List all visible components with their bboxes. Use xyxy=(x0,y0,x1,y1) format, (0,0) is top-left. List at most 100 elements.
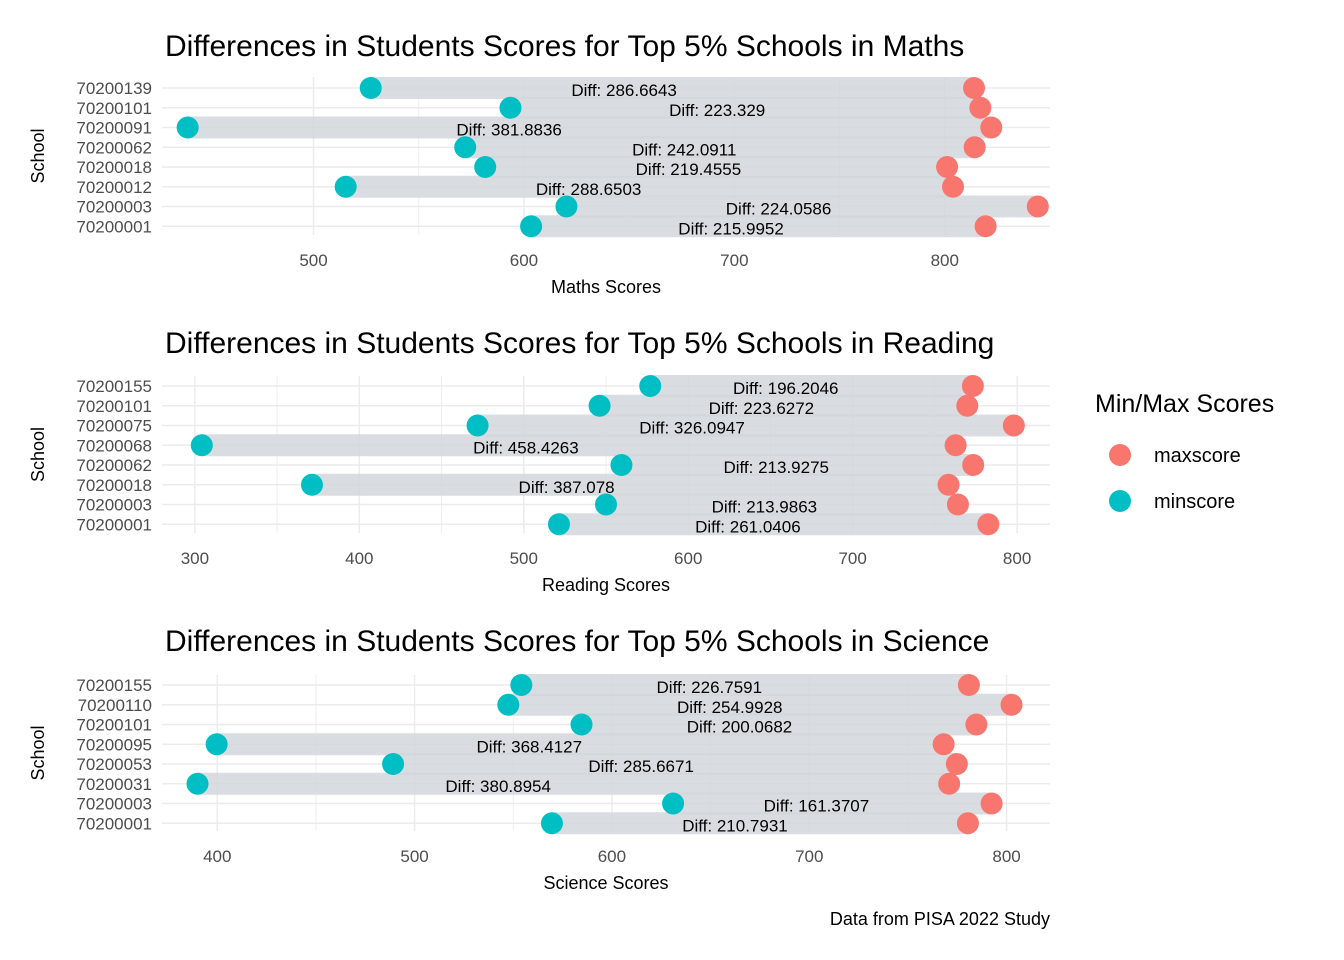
y-tick-label: 70200053 xyxy=(76,755,152,774)
y-tick-label: 70200062 xyxy=(76,456,152,475)
dumbbell-segment xyxy=(485,156,948,178)
legend-key-maxscore xyxy=(1109,444,1131,466)
dumbbell-segment xyxy=(197,772,950,795)
y-tick-label: 70200155 xyxy=(76,676,152,695)
x-tick-label: 600 xyxy=(598,847,626,866)
diff-label: Diff: 387.078 xyxy=(519,478,615,497)
max-point xyxy=(963,77,986,99)
x-tick-label: 500 xyxy=(299,251,327,270)
diff-label: Diff: 223.6272 xyxy=(709,399,815,418)
diff-label: Diff: 288.6503 xyxy=(536,180,642,199)
min-point xyxy=(540,812,563,835)
max-point xyxy=(937,473,960,496)
diff-label: Diff: 242.0911 xyxy=(632,140,736,159)
max-point xyxy=(944,434,967,457)
max-point xyxy=(961,375,984,397)
dumbbell-segment xyxy=(566,195,1038,218)
diff-label: Diff: 210.7931 xyxy=(682,816,788,835)
legend-key-minscore xyxy=(1109,490,1131,512)
dumbbell-segment xyxy=(345,175,953,198)
dumbbell-segment xyxy=(465,136,975,159)
x-tick-label: 400 xyxy=(203,847,231,866)
x-tick-label: 400 xyxy=(345,549,373,568)
min-point xyxy=(205,733,228,756)
caption: Data from PISA 2022 Study xyxy=(830,909,1050,929)
x-tick-label: 800 xyxy=(992,847,1020,866)
diff-label: Diff: 458.4263 xyxy=(473,438,579,457)
y-tick-label: 70200068 xyxy=(76,436,152,455)
x-tick-label: 800 xyxy=(931,251,959,270)
min-point xyxy=(610,454,633,476)
dumbbell-segment xyxy=(311,473,949,496)
diff-label: Diff: 215.9952 xyxy=(678,219,784,238)
diff-label: Diff: 380.8954 xyxy=(445,777,551,796)
dumbbell-segment xyxy=(606,493,958,516)
dumbbell-segment xyxy=(201,434,956,457)
y-tick-label: 70200101 xyxy=(76,99,152,118)
dumbbell-segment xyxy=(510,96,981,119)
min-point xyxy=(497,693,520,716)
dumbbell-segment xyxy=(581,713,977,736)
min-point xyxy=(510,674,533,696)
x-tick-label: 300 xyxy=(181,549,209,568)
dumbbell-segment xyxy=(521,674,969,696)
y-axis-title: School xyxy=(28,128,48,183)
dumbbell-segment xyxy=(187,116,992,139)
y-tick-label: 70200095 xyxy=(76,735,152,754)
min-point xyxy=(300,473,323,496)
min-point xyxy=(334,175,357,198)
max-point xyxy=(932,733,955,756)
x-tick-label: 600 xyxy=(510,251,538,270)
dumbbell-segment xyxy=(370,77,975,99)
max-point xyxy=(1026,195,1049,218)
diff-label: Diff: 381.8836 xyxy=(456,121,562,140)
dumbbell-segment xyxy=(531,215,986,238)
y-tick-label: 70200018 xyxy=(76,476,152,495)
x-tick-label: 700 xyxy=(838,549,866,568)
diff-label: Diff: 200.0682 xyxy=(687,718,793,737)
y-tick-label: 70200001 xyxy=(76,814,152,833)
dumbbell-segment xyxy=(599,394,968,417)
x-axis-title: Maths Scores xyxy=(551,277,661,297)
chart-title: Differences in Students Scores for Top 5… xyxy=(165,327,994,360)
chart-title: Differences in Students Scores for Top 5… xyxy=(165,30,964,63)
max-point xyxy=(956,812,979,835)
max-point xyxy=(956,394,979,417)
x-tick-label: 800 xyxy=(1003,549,1031,568)
legend-label-maxscore: maxscore xyxy=(1154,445,1241,467)
x-axis-title: Science Scores xyxy=(543,873,668,893)
y-tick-label: 70200012 xyxy=(76,178,152,197)
diff-label: Diff: 226.7591 xyxy=(657,678,763,697)
max-point xyxy=(1000,693,1023,716)
diff-label: Diff: 213.9863 xyxy=(712,498,818,517)
min-point xyxy=(595,493,617,516)
diff-label: Diff: 261.0406 xyxy=(695,517,801,536)
x-tick-label: 600 xyxy=(674,549,702,568)
y-tick-label: 70200091 xyxy=(76,119,152,138)
dumbbell-segment xyxy=(216,733,944,756)
min-point xyxy=(474,156,497,178)
dumbbell-segment xyxy=(393,753,957,775)
max-point xyxy=(946,493,969,516)
chart-title: Differences in Students Scores for Top 5… xyxy=(165,625,989,658)
max-point xyxy=(962,454,985,476)
max-point xyxy=(936,156,959,178)
x-tick-label: 700 xyxy=(720,251,748,270)
max-point xyxy=(980,792,1003,815)
x-tick-label: 500 xyxy=(510,549,538,568)
diff-label: Diff: 224.0586 xyxy=(726,200,832,219)
diff-label: Diff: 219.4555 xyxy=(636,160,742,179)
max-point xyxy=(941,175,964,198)
diff-label: Diff: 223.329 xyxy=(669,101,765,120)
y-axis-title: School xyxy=(28,725,48,780)
min-point xyxy=(570,713,593,736)
y-tick-label: 70200003 xyxy=(76,496,152,515)
max-point xyxy=(1002,414,1025,437)
dumbbell-segment xyxy=(477,414,1014,437)
max-point xyxy=(957,674,980,696)
dumbbell-segment xyxy=(673,792,992,815)
min-point xyxy=(639,375,662,397)
y-tick-label: 70200110 xyxy=(78,696,152,715)
y-tick-label: 70200101 xyxy=(76,716,152,735)
